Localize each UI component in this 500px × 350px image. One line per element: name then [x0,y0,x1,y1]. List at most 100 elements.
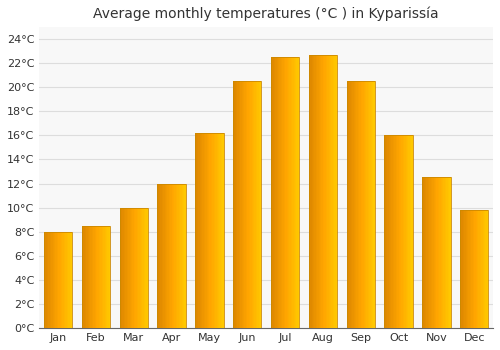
Bar [351,81,352,328]
Bar [183,183,184,328]
Bar [256,81,257,328]
Bar [384,135,412,328]
Bar [484,210,486,328]
Bar [298,57,300,328]
Bar [168,183,169,328]
Bar [102,226,103,328]
Bar [138,208,140,328]
Bar [240,81,242,328]
Bar [44,232,72,328]
Bar [208,133,210,328]
Bar [214,133,215,328]
Bar [398,135,400,328]
Bar [162,183,163,328]
Bar [220,133,221,328]
Bar [236,81,238,328]
Bar [487,210,488,328]
Bar [50,232,51,328]
Bar [56,232,57,328]
Bar [176,183,178,328]
Bar [70,232,71,328]
Bar [47,232,48,328]
Bar [428,177,429,328]
Bar [96,226,98,328]
Bar [258,81,260,328]
Bar [410,135,412,328]
Bar [271,57,300,328]
Bar [284,57,285,328]
Bar [58,232,59,328]
Bar [68,232,70,328]
Bar [350,81,351,328]
Bar [239,81,240,328]
Bar [88,226,89,328]
Bar [386,135,387,328]
Bar [142,208,144,328]
Bar [211,133,212,328]
Bar [205,133,206,328]
Bar [60,232,61,328]
Bar [360,81,362,328]
Bar [390,135,392,328]
Bar [323,55,324,328]
Bar [426,177,428,328]
Bar [394,135,396,328]
Bar [180,183,182,328]
Bar [445,177,446,328]
Bar [90,226,92,328]
Bar [327,55,328,328]
Bar [222,133,224,328]
Bar [384,135,386,328]
Bar [106,226,108,328]
Bar [120,208,121,328]
Bar [128,208,130,328]
Bar [313,55,314,328]
Bar [92,226,93,328]
Bar [290,57,291,328]
Bar [62,232,64,328]
Bar [46,232,47,328]
Bar [196,133,224,328]
Bar [61,232,62,328]
Bar [291,57,292,328]
Bar [234,81,236,328]
Bar [130,208,131,328]
Bar [392,135,393,328]
Bar [370,81,372,328]
Bar [408,135,410,328]
Bar [442,177,444,328]
Bar [406,135,407,328]
Bar [330,55,332,328]
Bar [476,210,477,328]
Bar [435,177,436,328]
Bar [439,177,440,328]
Bar [402,135,403,328]
Bar [310,55,312,328]
Bar [480,210,481,328]
Bar [215,133,216,328]
Bar [98,226,99,328]
Bar [470,210,472,328]
Bar [242,81,243,328]
Bar [93,226,94,328]
Bar [285,57,286,328]
Bar [52,232,54,328]
Bar [333,55,334,328]
Bar [354,81,355,328]
Bar [120,208,148,328]
Bar [109,226,110,328]
Bar [145,208,146,328]
Bar [160,183,162,328]
Bar [221,133,222,328]
Bar [336,55,337,328]
Bar [82,226,84,328]
Bar [274,57,275,328]
Bar [173,183,174,328]
Bar [169,183,170,328]
Bar [126,208,128,328]
Bar [108,226,109,328]
Bar [467,210,468,328]
Bar [257,81,258,328]
Bar [362,81,364,328]
Bar [159,183,160,328]
